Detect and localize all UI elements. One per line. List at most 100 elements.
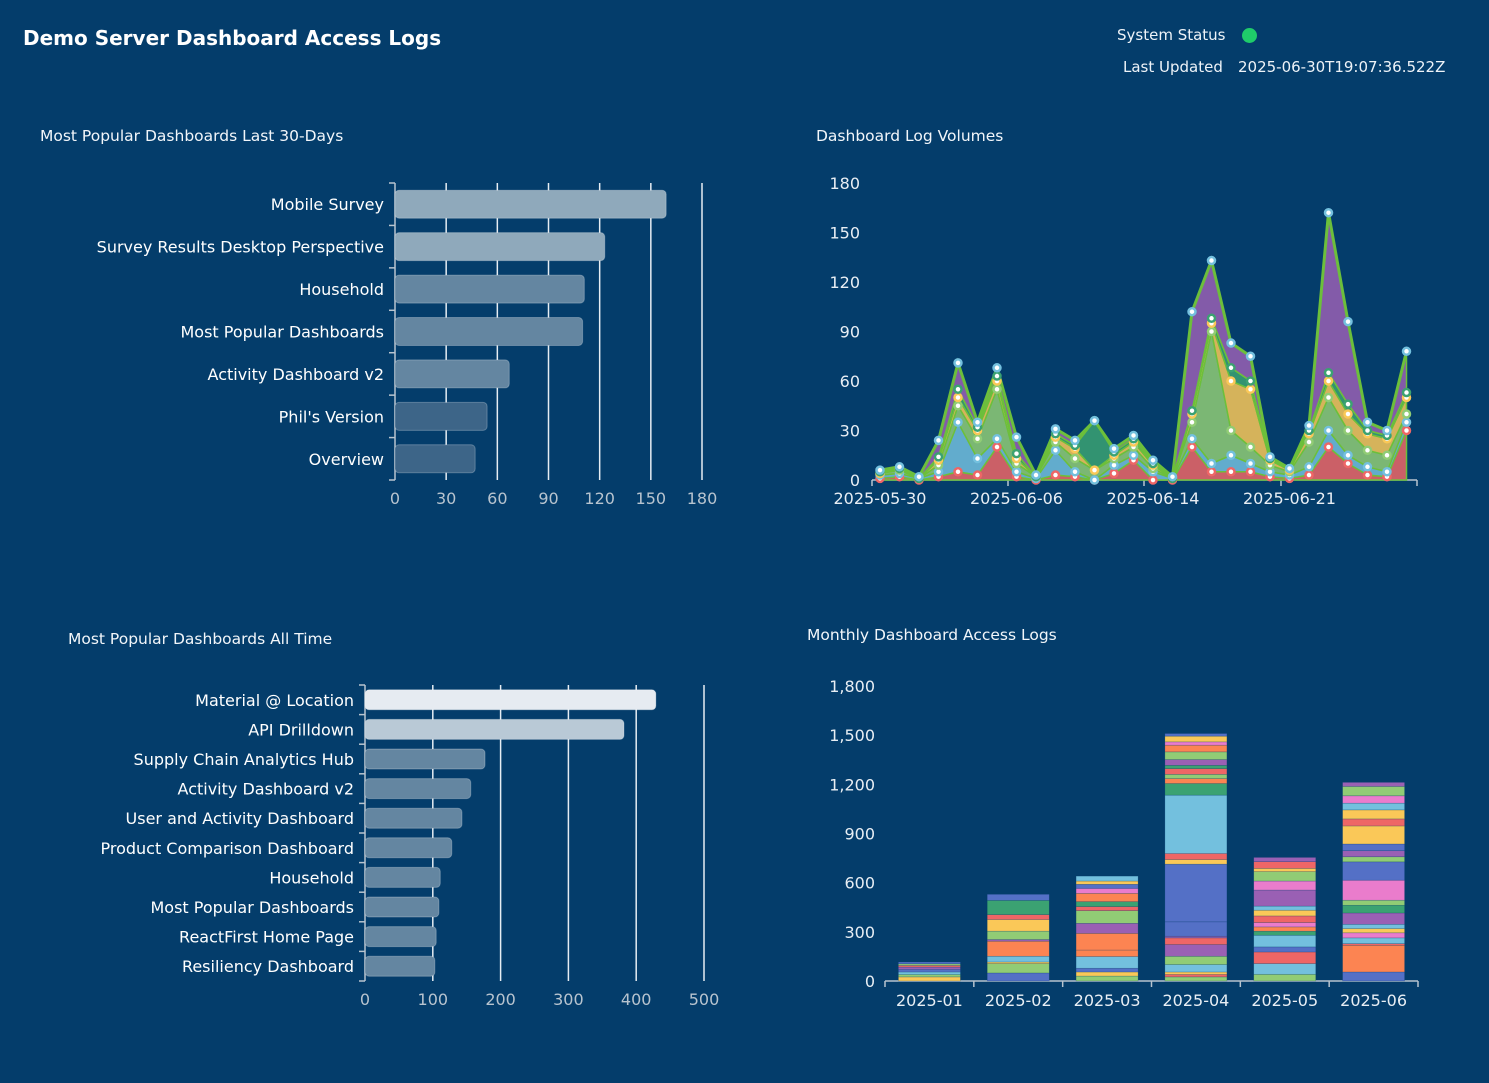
bar-segment (1164, 955, 1228, 965)
data-point (1343, 450, 1353, 460)
x-tick-label: 60 (487, 489, 507, 508)
y-tick-label: 120 (829, 273, 860, 292)
bar-segment (1253, 868, 1317, 872)
bar-segment (1253, 857, 1317, 862)
data-point (953, 392, 963, 403)
data-point (1245, 442, 1256, 452)
bar-segment (1164, 974, 1228, 978)
bar (364, 866, 441, 888)
bar-label: Resiliency Dashboard (182, 957, 354, 976)
bar-segment (1342, 861, 1405, 881)
chart-title-popular-all-time: Most Popular Dashboards All Time (68, 630, 333, 648)
bar-segment (1253, 973, 1317, 982)
bar-label: Activity Dashboard v2 (208, 365, 384, 384)
data-point (953, 401, 963, 411)
x-tick-label: 30 (436, 489, 456, 508)
data-point (1206, 326, 1217, 337)
data-point (1226, 467, 1236, 477)
data-point (1050, 445, 1061, 456)
y-tick-label: 1,800 (829, 677, 875, 696)
bar-segment (1342, 786, 1405, 797)
y-tick-label: 1,200 (829, 775, 875, 794)
bar-segment (1253, 963, 1317, 975)
data-point (1323, 442, 1334, 452)
data-point (1226, 376, 1236, 386)
x-tick-label: 2025-06 (1340, 991, 1407, 1010)
x-tick-label: 400 (621, 990, 652, 1009)
x-tick-label: 2025-01 (896, 991, 963, 1010)
data-point (1401, 417, 1412, 427)
data-point (992, 384, 1002, 394)
bar-segment (1164, 778, 1228, 784)
bar-segment (1342, 899, 1405, 906)
data-point (933, 452, 944, 462)
bar-segment (1164, 971, 1228, 975)
bar-segment (1342, 928, 1405, 934)
bar (394, 444, 476, 474)
data-point (953, 384, 963, 394)
data-point (1362, 417, 1373, 427)
data-point (1050, 470, 1061, 480)
bar-segment (1164, 783, 1228, 796)
data-point (875, 465, 885, 475)
data-point (1187, 442, 1197, 452)
x-tick-label: 150 (636, 489, 667, 508)
data-point (1148, 475, 1158, 485)
bar-segment (1164, 765, 1228, 769)
data-point (1401, 425, 1412, 436)
data-point (972, 417, 983, 427)
x-tick-label: 0 (360, 990, 370, 1009)
last-updated-value: 2025-06-30T19:07:36.522Z (1238, 58, 1446, 76)
data-point (1245, 458, 1256, 469)
chart-title-popular-30-days: Most Popular Dashboards Last 30-Days (40, 127, 344, 145)
bar (394, 232, 606, 262)
bar-segment (1164, 759, 1228, 766)
data-point (1050, 424, 1061, 434)
bar-segment (1253, 922, 1317, 928)
y-tick-label: 150 (829, 224, 860, 243)
bar-segment (1164, 937, 1228, 945)
y-tick-label: 600 (844, 874, 875, 893)
data-point (1226, 450, 1236, 460)
data-point (914, 471, 924, 482)
data-point (953, 358, 963, 368)
bar-label: User and Activity Dashboard (126, 809, 354, 828)
data-point (1343, 316, 1353, 327)
bar (364, 926, 437, 948)
data-point (972, 434, 983, 444)
data-point (1187, 306, 1197, 317)
bar-segment (1342, 856, 1405, 863)
data-point (1265, 452, 1275, 462)
bar-segment (1164, 741, 1228, 746)
bar-segment (1253, 909, 1317, 917)
data-point (1362, 470, 1373, 480)
bar-segment (1342, 904, 1405, 914)
bar-segment (1342, 818, 1405, 827)
bar-segment (1164, 768, 1228, 775)
data-point (1226, 338, 1236, 348)
bar-segment (898, 976, 961, 982)
bar-segment (1164, 735, 1228, 743)
bar-segment (1075, 888, 1139, 894)
data-point (1323, 376, 1334, 386)
bar-label: Phil's Version (279, 407, 384, 426)
y-tick-label: 900 (844, 825, 875, 844)
bar-segment (1075, 923, 1139, 934)
y-tick-label: 1,500 (829, 726, 875, 745)
data-point (1070, 467, 1080, 477)
bar-segment (986, 930, 1050, 940)
data-point (1245, 384, 1256, 394)
data-point (1382, 467, 1392, 477)
y-tick-label: 30 (840, 422, 860, 441)
bar-label: Mobile Survey (271, 195, 384, 214)
bar-segment (1164, 794, 1228, 854)
data-point (1206, 313, 1217, 324)
bar-segment (986, 900, 1050, 915)
bar-segment (1342, 879, 1405, 901)
bar-segment (1342, 809, 1405, 820)
bar-segment (1342, 932, 1405, 939)
data-point (1382, 450, 1392, 460)
data-point (1245, 351, 1256, 361)
x-tick-label: 90 (538, 489, 558, 508)
